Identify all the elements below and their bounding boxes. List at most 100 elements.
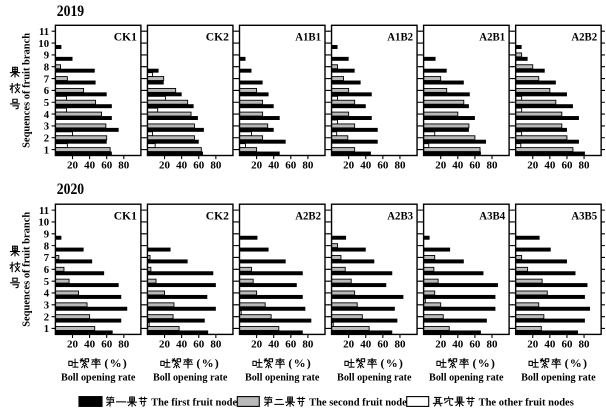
svg-text:10: 10 bbox=[38, 217, 49, 229]
svg-text:40: 40 bbox=[268, 339, 280, 351]
svg-text:11: 11 bbox=[39, 205, 49, 217]
svg-text:60: 60 bbox=[193, 160, 205, 172]
svg-text:2: 2 bbox=[44, 132, 49, 144]
svg-text:8: 8 bbox=[44, 240, 49, 252]
svg-text:1: 1 bbox=[44, 144, 49, 156]
svg-text:2019: 2019 bbox=[57, 3, 85, 20]
svg-text:(%): (%) bbox=[565, 356, 589, 370]
svg-text:Boll opening rate: Boll opening rate bbox=[245, 371, 320, 383]
svg-text:Sequences of fruit branch: Sequences of fruit branch bbox=[21, 33, 32, 148]
svg-text:20: 20 bbox=[343, 339, 355, 351]
svg-text:4: 4 bbox=[44, 288, 50, 300]
svg-text:CK1: CK1 bbox=[114, 30, 137, 44]
svg-text:A2B3: A2B3 bbox=[387, 209, 413, 223]
svg-text:A2B1: A2B1 bbox=[479, 30, 505, 44]
svg-text:9: 9 bbox=[44, 228, 49, 240]
svg-text:(%): (%) bbox=[381, 356, 405, 370]
svg-text:80: 80 bbox=[487, 339, 499, 351]
svg-text:80: 80 bbox=[579, 339, 591, 351]
svg-text:40: 40 bbox=[544, 339, 556, 351]
svg-text:A3B4: A3B4 bbox=[479, 209, 505, 223]
svg-text:The first fruit node: The first fruit node bbox=[151, 398, 237, 409]
svg-text:40: 40 bbox=[452, 339, 464, 351]
svg-text:Sequences of fruit branch: Sequences of fruit branch bbox=[21, 212, 32, 327]
svg-text:40: 40 bbox=[84, 160, 96, 172]
svg-text:Boll opening rate: Boll opening rate bbox=[61, 371, 136, 383]
svg-text:20: 20 bbox=[527, 339, 539, 351]
svg-text:(%): (%) bbox=[196, 356, 220, 370]
svg-text:10: 10 bbox=[38, 38, 49, 50]
svg-text:40: 40 bbox=[84, 339, 96, 351]
svg-text:40: 40 bbox=[268, 160, 280, 172]
svg-text:20: 20 bbox=[159, 160, 171, 172]
svg-text:4: 4 bbox=[44, 109, 50, 121]
svg-text:Boll opening rate: Boll opening rate bbox=[521, 371, 596, 383]
svg-text:60: 60 bbox=[469, 160, 481, 172]
svg-text:60: 60 bbox=[377, 160, 389, 172]
svg-text:3: 3 bbox=[44, 121, 49, 133]
svg-text:7: 7 bbox=[44, 73, 50, 85]
svg-text:20: 20 bbox=[527, 160, 539, 172]
svg-text:60: 60 bbox=[193, 339, 205, 351]
svg-text:40: 40 bbox=[452, 160, 464, 172]
svg-text:20: 20 bbox=[251, 339, 263, 351]
svg-text:Boll opening rate: Boll opening rate bbox=[337, 371, 412, 383]
svg-text:(%): (%) bbox=[288, 356, 312, 370]
svg-text:60: 60 bbox=[561, 339, 573, 351]
svg-text:80: 80 bbox=[394, 160, 406, 172]
svg-text:5: 5 bbox=[44, 97, 49, 109]
svg-text:40: 40 bbox=[176, 160, 188, 172]
svg-text:3: 3 bbox=[44, 300, 49, 312]
svg-text:A2B2: A2B2 bbox=[295, 209, 321, 223]
svg-text:2: 2 bbox=[44, 311, 49, 323]
svg-text:11: 11 bbox=[39, 26, 49, 38]
svg-text:60: 60 bbox=[101, 339, 113, 351]
svg-text:Boll opening rate: Boll opening rate bbox=[429, 371, 504, 383]
svg-text:60: 60 bbox=[377, 339, 389, 351]
svg-text:80: 80 bbox=[302, 339, 314, 351]
svg-text:20: 20 bbox=[435, 160, 447, 172]
svg-text:6: 6 bbox=[44, 85, 50, 97]
svg-text:60: 60 bbox=[285, 339, 297, 351]
svg-text:CK2: CK2 bbox=[206, 209, 229, 223]
svg-text:A2B2: A2B2 bbox=[571, 30, 597, 44]
svg-text:60: 60 bbox=[285, 160, 297, 172]
svg-text:8: 8 bbox=[44, 61, 49, 73]
svg-text:40: 40 bbox=[544, 160, 556, 172]
svg-text:20: 20 bbox=[435, 339, 447, 351]
svg-text:20: 20 bbox=[251, 160, 263, 172]
svg-text:80: 80 bbox=[302, 160, 314, 172]
svg-text:A1B2: A1B2 bbox=[387, 30, 413, 44]
svg-text:80: 80 bbox=[394, 339, 406, 351]
svg-text:60: 60 bbox=[469, 339, 481, 351]
svg-text:CK2: CK2 bbox=[206, 30, 229, 44]
svg-text:80: 80 bbox=[210, 160, 222, 172]
svg-text:5: 5 bbox=[44, 276, 49, 288]
svg-text:9: 9 bbox=[44, 50, 49, 62]
svg-text:60: 60 bbox=[101, 160, 113, 172]
svg-text:80: 80 bbox=[118, 160, 130, 172]
svg-text:2020: 2020 bbox=[57, 181, 85, 198]
svg-text:40: 40 bbox=[176, 339, 188, 351]
svg-text:60: 60 bbox=[561, 160, 573, 172]
svg-text:(%): (%) bbox=[104, 356, 128, 370]
svg-text:40: 40 bbox=[360, 339, 372, 351]
svg-text:80: 80 bbox=[210, 339, 222, 351]
svg-text:80: 80 bbox=[118, 339, 130, 351]
svg-text:CK1: CK1 bbox=[114, 209, 137, 223]
svg-text:6: 6 bbox=[44, 264, 50, 276]
svg-text:20: 20 bbox=[159, 339, 171, 351]
svg-text:Boll opening rate: Boll opening rate bbox=[153, 371, 228, 383]
svg-text:40: 40 bbox=[360, 160, 372, 172]
svg-text:20: 20 bbox=[67, 160, 79, 172]
svg-text:1: 1 bbox=[44, 323, 49, 335]
svg-text:20: 20 bbox=[67, 339, 79, 351]
svg-text:7: 7 bbox=[44, 252, 50, 264]
svg-text:A3B5: A3B5 bbox=[571, 209, 597, 223]
svg-text:The second fruit node: The second fruit node bbox=[309, 398, 407, 409]
svg-text:A1B1: A1B1 bbox=[295, 30, 321, 44]
svg-text:The other fruit nodes: The other fruit nodes bbox=[479, 398, 574, 409]
svg-text:80: 80 bbox=[579, 160, 591, 172]
svg-text:(%): (%) bbox=[473, 356, 497, 370]
svg-text:20: 20 bbox=[343, 160, 355, 172]
